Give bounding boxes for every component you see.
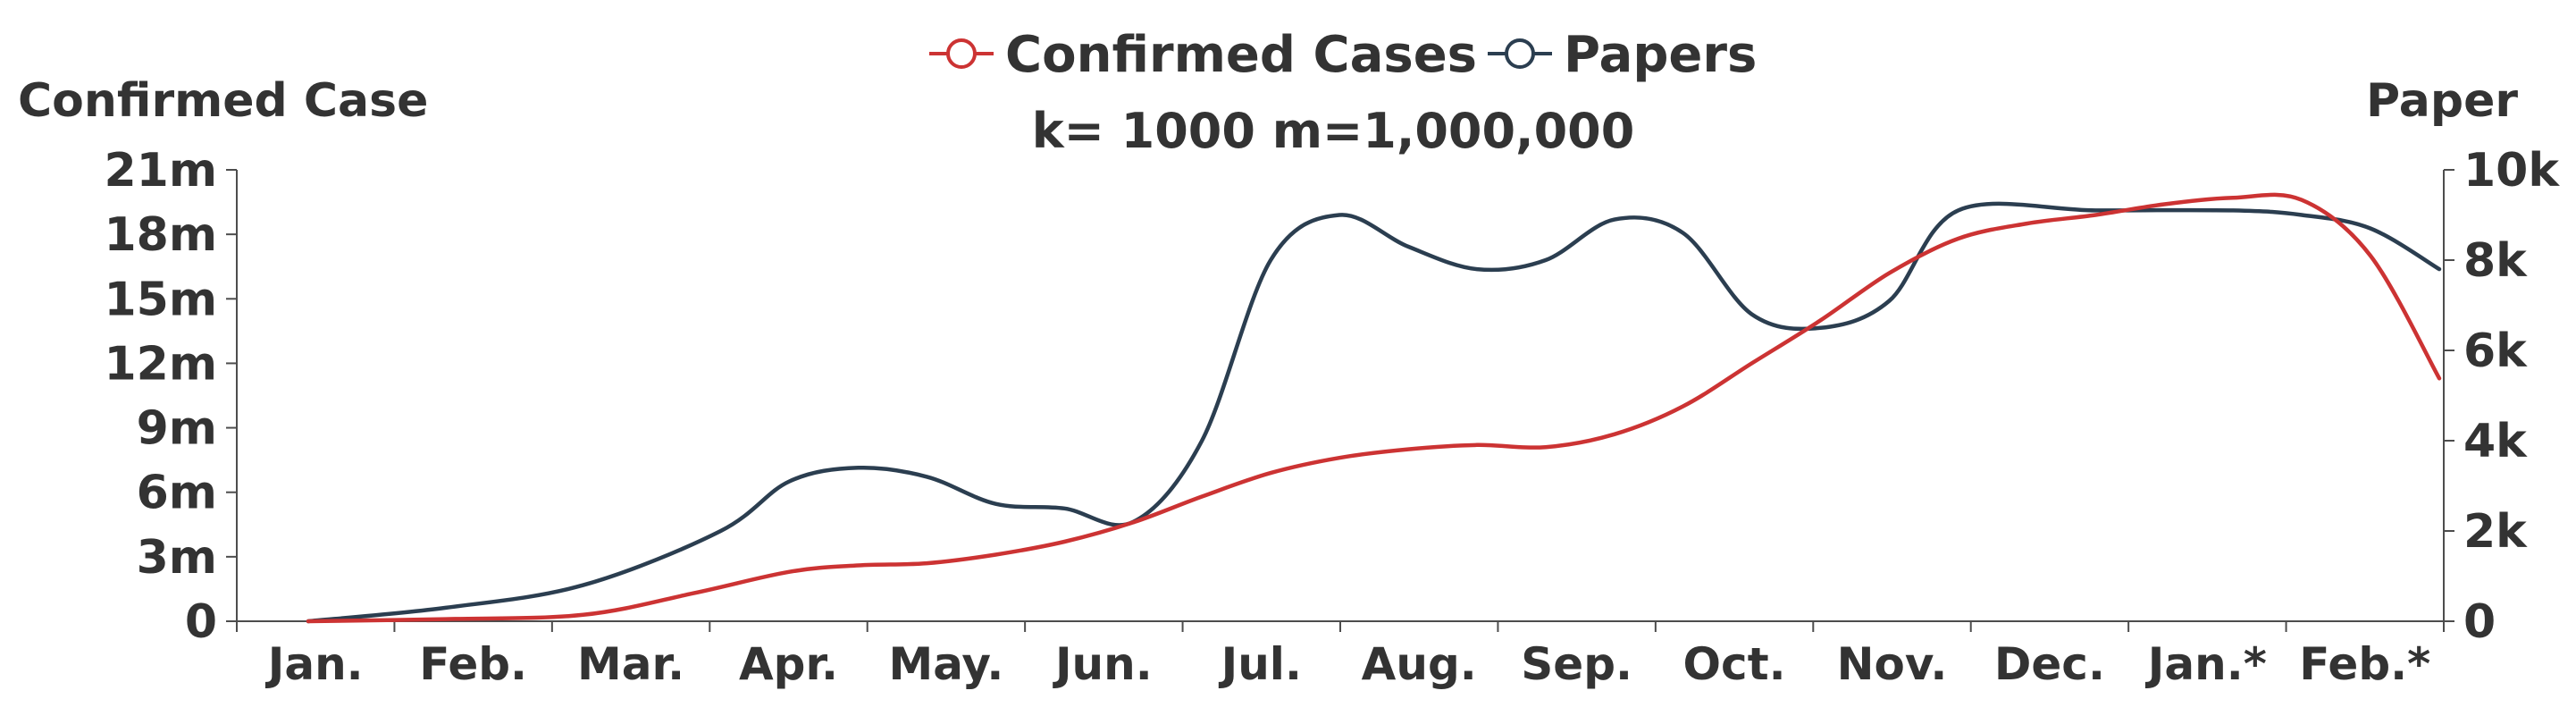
right-tick-label: 2k <box>2463 505 2528 559</box>
left-axis-title: Confirmed Case <box>18 74 428 128</box>
x-tick-label: Oct. <box>1683 638 1786 690</box>
left-tick-label: 3m <box>137 531 217 585</box>
x-tick-label: Jul. <box>1219 638 1302 690</box>
plot-lines <box>306 192 2442 624</box>
x-tick-label: Dec. <box>1994 638 2105 690</box>
left-tick-label: 15m <box>104 273 217 326</box>
left-tick-label: 6m <box>137 467 217 520</box>
x-tick-label: Feb.* <box>2299 638 2430 690</box>
legend-papers-label: Papers <box>1564 26 1757 84</box>
right-tick-label: 6k <box>2463 324 2528 378</box>
x-tick-label: Sep. <box>1521 638 1632 690</box>
legend-confirmed-cases-label: Confirmed Cases <box>1005 26 1477 84</box>
unit-note: k= 1000 m=1,000,000 <box>1032 103 1635 159</box>
right-tick-label: 4k <box>2463 415 2528 468</box>
x-tick-label: Nov. <box>1837 638 1948 690</box>
left-tick-label: 12m <box>104 337 217 391</box>
right-tick-label: 10k <box>2463 144 2560 198</box>
right-tick-label: 0 <box>2463 595 2496 649</box>
left-tick-label: 0 <box>185 595 217 649</box>
legend-confirmed-cases-marker <box>946 38 977 69</box>
confirmed-cases-line <box>306 192 2442 624</box>
x-tick-label: Aug. <box>1362 638 1477 690</box>
left-tick-label: 21m <box>104 144 217 198</box>
x-tick-label: Mar. <box>577 638 684 690</box>
papers-line <box>306 201 2442 624</box>
x-tick-label: Feb. <box>419 638 527 690</box>
right-axis-title: Paper <box>2366 74 2518 128</box>
x-tick-label: Jun. <box>1053 638 1153 690</box>
legend: Confirmed Cases Papers <box>929 26 1757 84</box>
right-tick-label: 8k <box>2463 234 2528 288</box>
legend-papers-marker <box>1505 38 1535 69</box>
x-tick-label: Apr. <box>739 638 838 690</box>
left-tick-label: 18m <box>104 208 217 262</box>
axes: 0 3m 6m 9m 12m 15m 18m 21m 0 2k 4k 6k 8k 10k Jan. Feb. M… <box>104 144 2560 690</box>
left-tick-label: 9m <box>137 402 217 456</box>
x-tick-label: Jan.* <box>2145 638 2267 690</box>
x-tick-label: Jan. <box>265 638 364 690</box>
x-tick-label: May. <box>888 638 1003 690</box>
